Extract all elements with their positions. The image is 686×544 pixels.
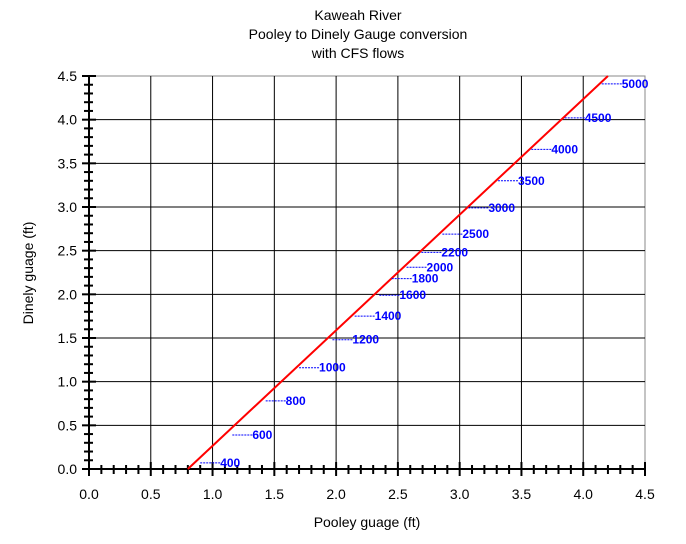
x-tick-label: 2.0 [326,486,346,502]
y-tick-label: 0.5 [58,417,78,433]
x-tick-label: 0.0 [79,486,99,502]
flow-label: 4500 [585,111,612,125]
y-tick-label: 0.0 [58,461,78,477]
chart-title-line-1: Kaweah River [314,7,401,23]
flow-label: 2200 [441,245,468,259]
y-tick-label: 1.0 [58,374,78,390]
grid [88,75,646,470]
y-tick-label: 2.5 [58,243,78,259]
flow-label: 3000 [488,201,515,215]
flow-label: 1200 [352,333,379,347]
x-tick-label: 3.0 [450,486,470,502]
flow-label: 2500 [462,227,489,241]
y-tick-label: 1.5 [58,330,78,346]
x-tick-label: 1.0 [203,486,223,502]
x-tick-label: 2.5 [388,486,408,502]
flow-label: 800 [286,394,306,408]
chart-title-line-2: Pooley to Dinely Gauge conversion [249,26,468,42]
y-tick-label: 3.0 [58,199,78,215]
y-axis-label: Dinely guage (ft) [20,222,36,325]
flow-label: 1600 [399,288,426,302]
y-tick-label: 2.0 [58,286,78,302]
chart-title-line-3: with CFS flows [311,45,405,61]
y-tick-label: 4.5 [58,68,78,84]
x-tick-label: 4.0 [573,486,593,502]
axis-ticks: 0.0 0.5 1.0 1.5 2.0 2.5 3.0 3.5 4.0 4.5 0.0 0.5 1.0 1… [58,68,655,502]
x-axis-label: Pooley guage (ft) [314,514,421,530]
y-tick-label: 3.5 [58,155,78,171]
flow-label: 1800 [412,272,439,286]
flow-label: 1400 [375,309,402,323]
y-tick-label: 4.0 [58,112,78,128]
flow-label: 400 [220,456,240,470]
conversion-line [187,75,609,470]
flow-label: 600 [252,428,272,442]
flow-label: 3500 [518,174,545,188]
flow-label: 2000 [427,260,454,274]
flow-label: 1000 [319,361,346,375]
x-tick-label: 3.5 [512,486,532,502]
flow-label: 5000 [622,77,649,91]
x-tick-label: 4.5 [635,486,655,502]
plot-border [88,75,646,470]
x-tick-label: 0.5 [141,486,161,502]
x-tick-label: 1.5 [265,486,285,502]
flow-label: 4000 [551,142,578,156]
